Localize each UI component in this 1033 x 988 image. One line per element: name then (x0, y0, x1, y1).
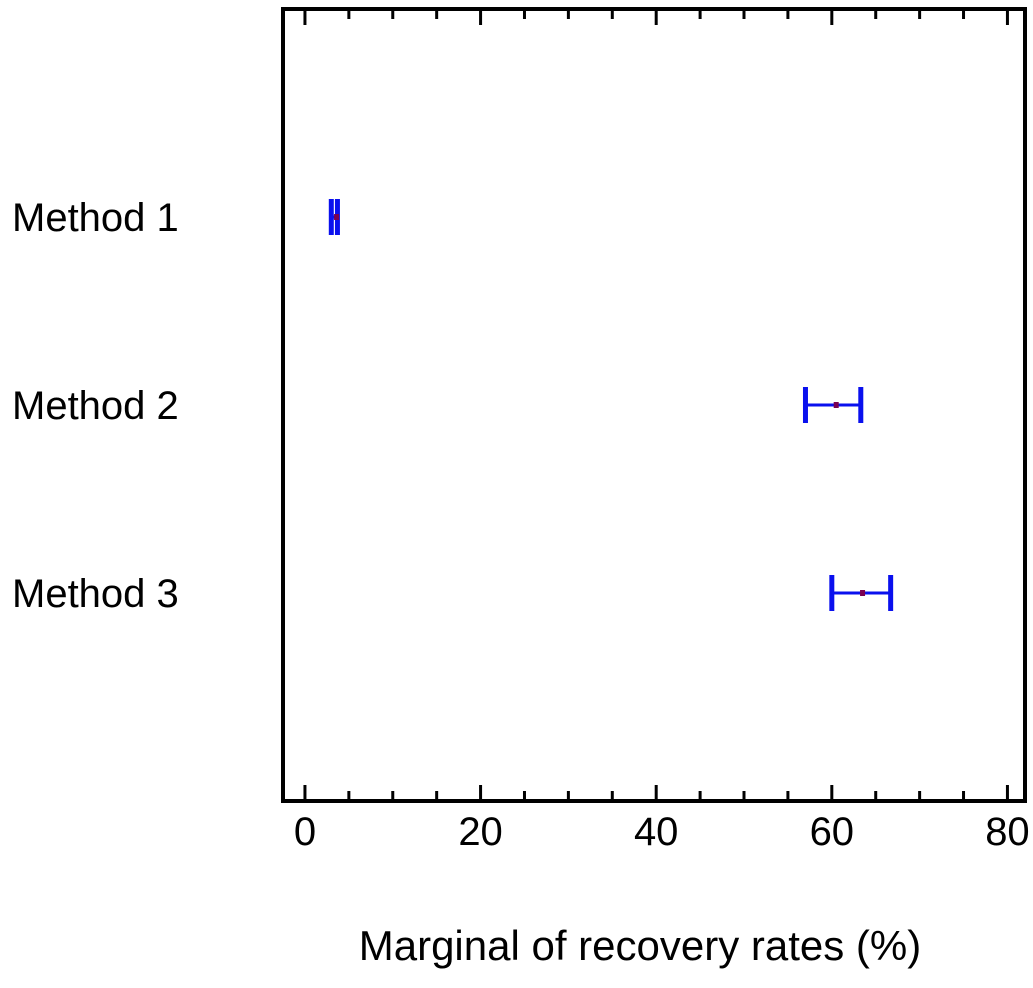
x-tick-label: 40 (634, 810, 679, 854)
category-label: Method 2 (12, 384, 179, 428)
category-labels: Method 1 Method 2 Method 3 (12, 196, 179, 616)
category-label: Method 3 (12, 572, 179, 616)
error-bars (328, 199, 894, 611)
x-tick-label: 20 (458, 810, 503, 854)
data-point (833, 402, 839, 408)
tick-marks (303, 9, 1009, 801)
error-bar-1 (328, 199, 340, 235)
plot-frame (281, 7, 1027, 803)
error-bar-2 (802, 387, 864, 423)
x-tick-label: 60 (810, 810, 855, 854)
data-point (334, 214, 340, 220)
data-point (860, 590, 866, 596)
x-axis-label: Marginal of recovery rates (%) (359, 922, 922, 969)
x-tick-labels: 0 20 40 60 80 (294, 810, 1030, 854)
x-tick-label: 80 (985, 810, 1030, 854)
error-bar-3 (829, 575, 894, 611)
x-tick-label: 0 (294, 810, 316, 854)
category-label: Method 1 (12, 196, 179, 240)
